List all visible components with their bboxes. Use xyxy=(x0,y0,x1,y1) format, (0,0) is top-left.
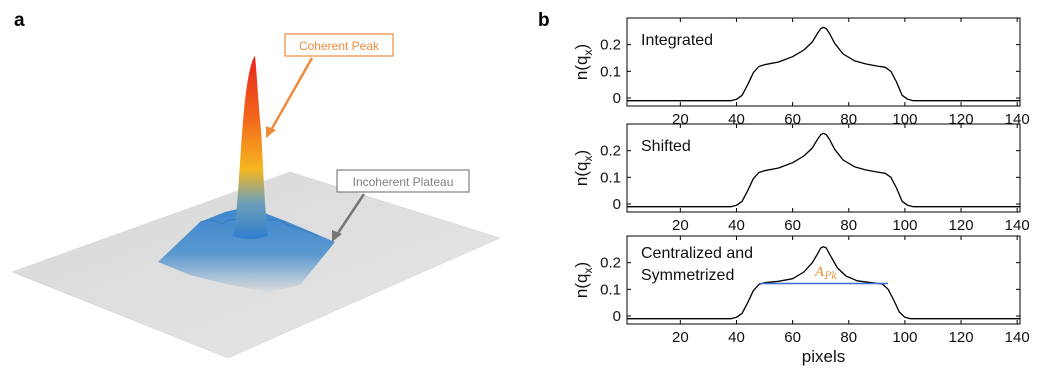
y-axis-label: n(qx) xyxy=(572,262,595,298)
series-line xyxy=(627,246,1020,320)
y-axis-label: n(qx) xyxy=(572,44,595,80)
x-tick-label: 60 xyxy=(784,329,801,346)
coherent-peak-label: Coherent Peak xyxy=(299,39,380,53)
subplot-annotation: Shifted xyxy=(641,138,691,155)
x-tick-label: 140 xyxy=(1005,217,1030,234)
x-tick-label: 20 xyxy=(672,329,689,346)
subplot-2: 20 40 60 80 100 120 140 0 0.1 0.2 n(qx) Shifted xyxy=(572,123,1030,234)
y-tick-label: 0 xyxy=(613,196,621,213)
incoherent-plateau-surface xyxy=(158,208,335,292)
subplot-3: 20 40 60 80 100 120 140 0 0.1 0.2 n(qx) Centralized… xyxy=(572,235,1030,366)
subplot-annotation: Centralized and xyxy=(641,245,753,262)
y-tick-label: 0 xyxy=(613,308,621,325)
axes-box xyxy=(626,17,1021,107)
y-tick-label: 0.2 xyxy=(600,143,621,160)
x-tick-label: 20 xyxy=(672,217,689,234)
x-tick-label: 120 xyxy=(949,217,974,234)
series-line xyxy=(627,132,1020,208)
panel-a-label: a xyxy=(14,10,25,31)
panel-b: b 20 40 60 80 100 120 140 0 0.1 0.2 n(qx) Integrate… xyxy=(538,10,1030,366)
coherent-peak-callout: Coherent Peak xyxy=(266,33,394,138)
x-axis-label: pixels xyxy=(802,347,845,366)
panel-b-label: b xyxy=(538,10,550,31)
incoherent-plateau-callout: Incoherent Plateau xyxy=(332,169,470,242)
x-tick-label: 40 xyxy=(728,217,745,234)
x-tick-label: 120 xyxy=(949,329,974,346)
y-tick-label: 0.2 xyxy=(600,37,621,54)
incoherent-plateau-label: Incoherent Plateau xyxy=(353,175,454,189)
peak-area-label: APk xyxy=(814,265,837,282)
y-tick-label: 0 xyxy=(613,90,621,107)
panel-a: a Coherent Peak Incoherent Plateau xyxy=(11,10,501,359)
subplot-annotation: Integrated xyxy=(641,32,713,49)
x-tick-label: 100 xyxy=(892,329,917,346)
line-subplots: 20 40 60 80 100 120 140 0 0.1 0.2 n(qx) Integrated 2… xyxy=(572,17,1030,366)
x-tick-label: 40 xyxy=(728,329,745,346)
y-tick-label: 0.1 xyxy=(600,281,621,298)
x-tick-label: 80 xyxy=(840,329,857,346)
x-tick-label: 80 xyxy=(840,217,857,234)
y-axis-label: n(qx) xyxy=(572,150,595,186)
axes-box xyxy=(626,235,1021,325)
y-tick-label: 0.2 xyxy=(600,255,621,272)
axes-box xyxy=(626,123,1021,213)
x-tick-label: 100 xyxy=(892,217,917,234)
x-tick-label: 140 xyxy=(1005,329,1030,346)
y-tick-label: 0.1 xyxy=(600,63,621,80)
subplot-annotation: Symmetrized xyxy=(641,267,734,284)
y-tick-label: 0.1 xyxy=(600,169,621,186)
coherent-peak-surface xyxy=(233,56,268,239)
x-tick-label: 60 xyxy=(784,217,801,234)
series-line xyxy=(627,26,1020,102)
